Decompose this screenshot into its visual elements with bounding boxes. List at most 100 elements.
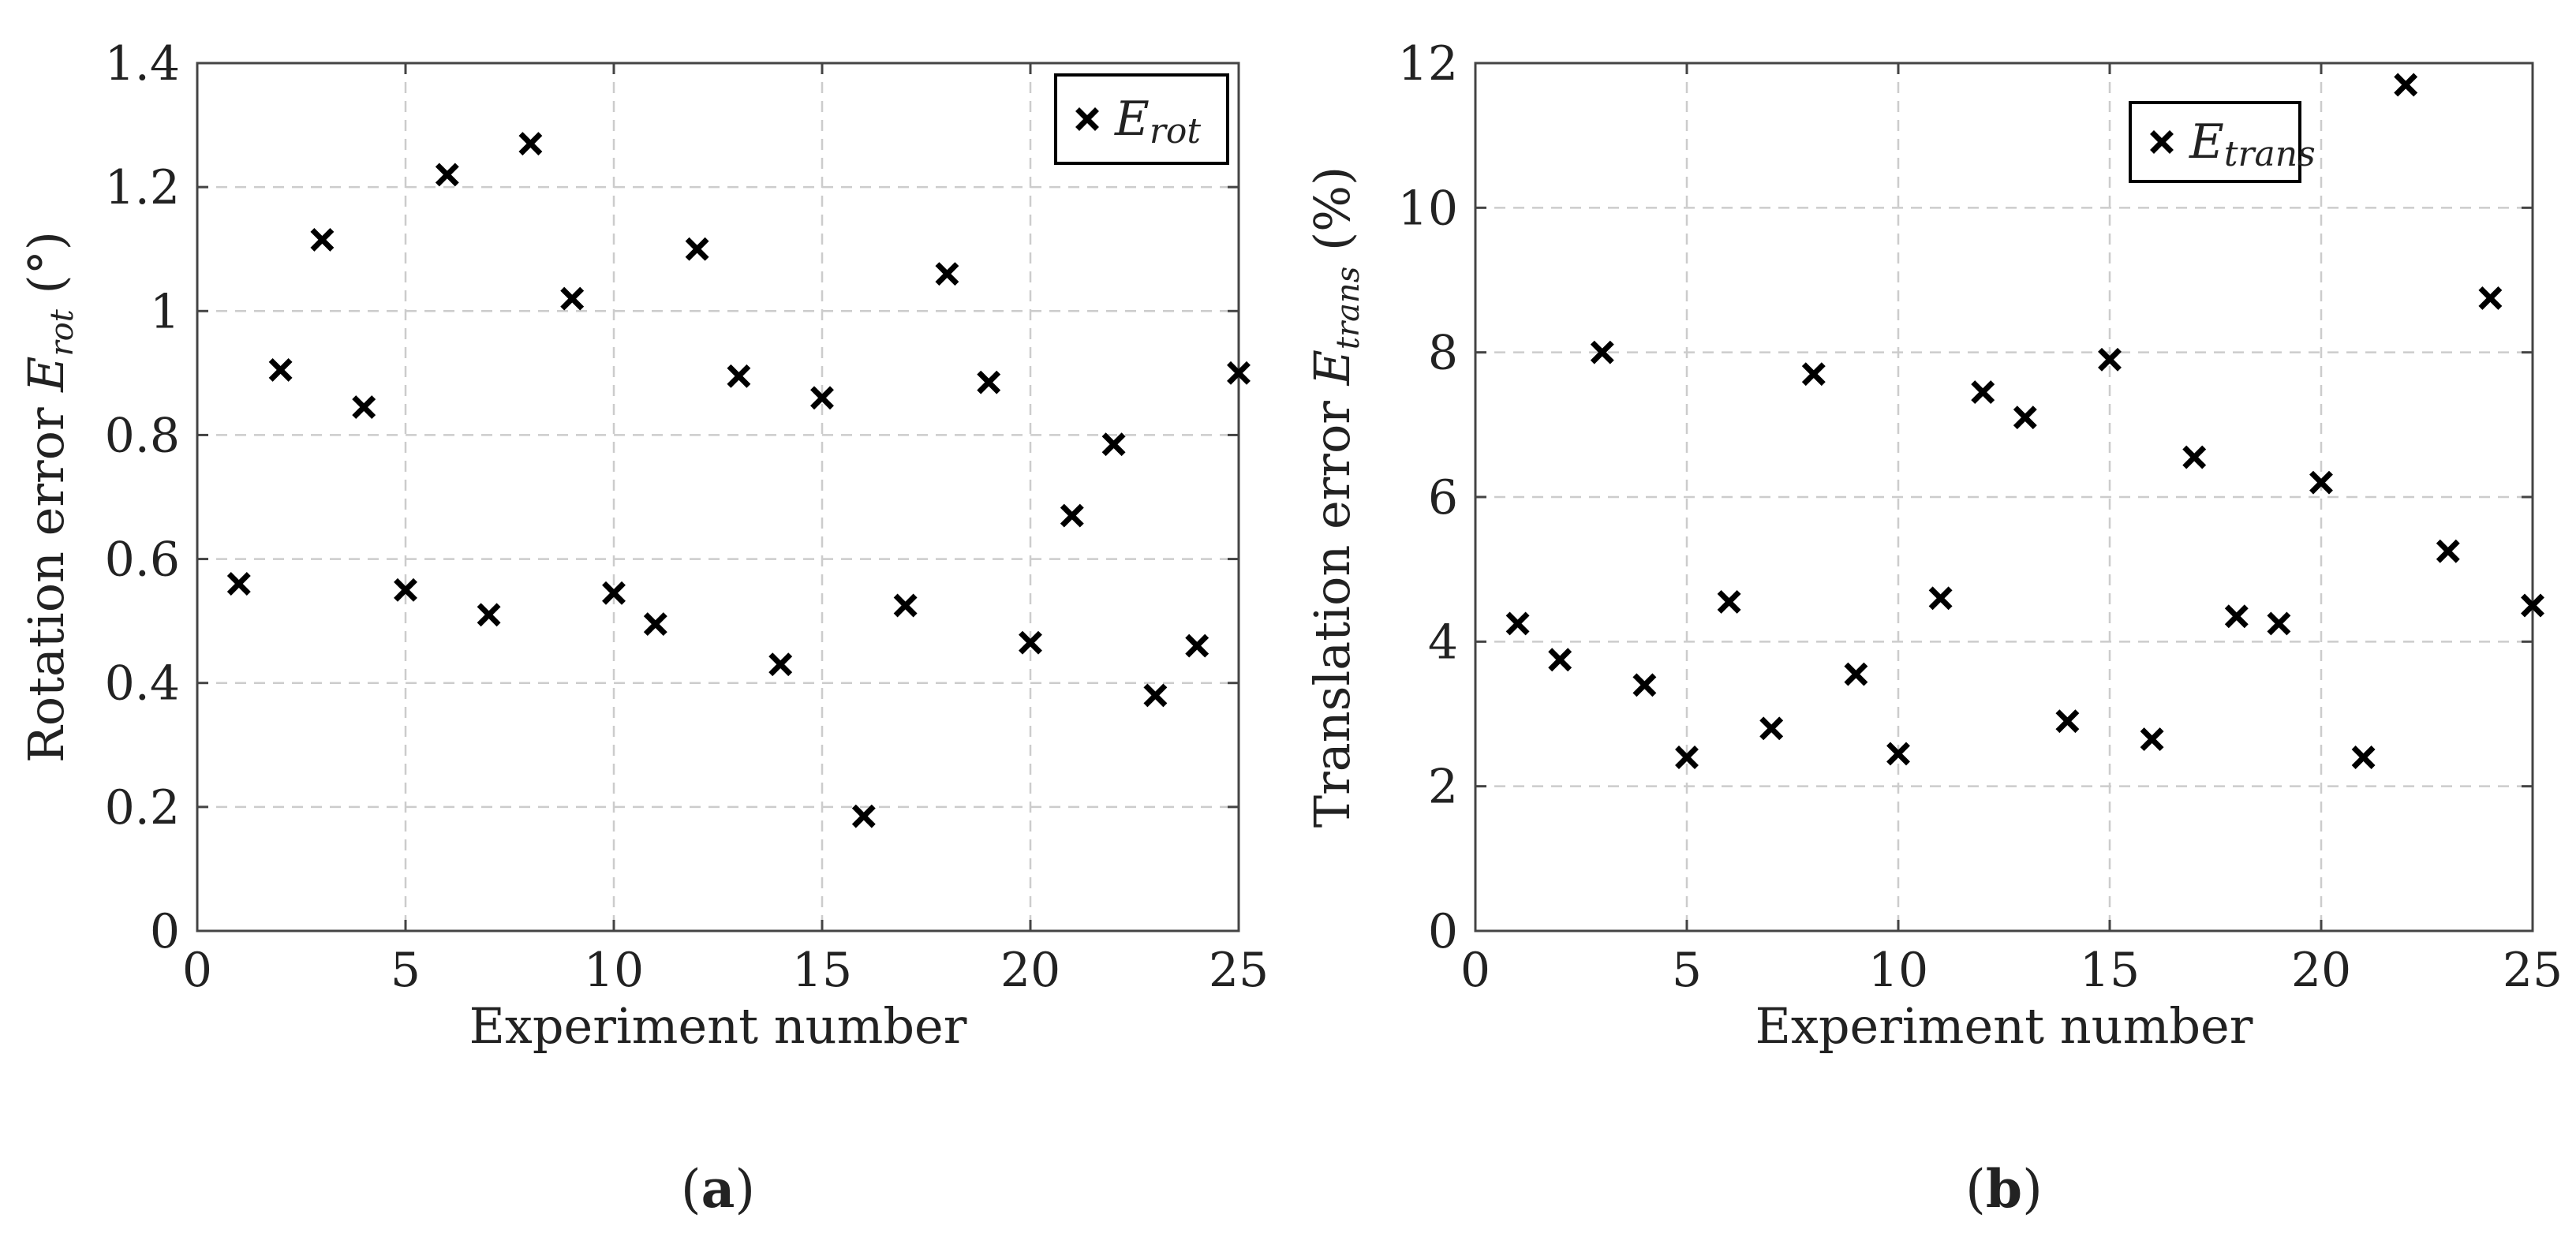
data-point [893,593,918,618]
x-tick-label: 5 [391,943,421,998]
y-tick-label: 1.2 [105,160,180,215]
y-axis-label: Translation error Etrans (%) [1303,166,1367,828]
y-tick-label: 0.6 [105,533,180,588]
data-point [1971,380,1995,405]
y-tick-label: 0.8 [105,408,180,463]
legend-label-subscript: trans [2224,134,2316,174]
data-point [1548,648,1572,672]
data-point [2521,593,2544,618]
data-point [2394,73,2418,97]
legend: Erot [1054,73,1229,165]
y-tick-label: 6 [1428,470,1458,525]
x-tick-label: 0 [1460,943,1490,998]
panel-a: 0 5 10 15 20 25 0 0.2 0.4 0.6 0.8 1 1.2 1.4 Experiment… [17,36,1269,1220]
data-point [685,237,709,261]
data-point [1019,630,1042,655]
data-point [602,581,626,605]
panel-label-open: ( [681,1159,701,1220]
y-axis-label-text: Translation error [1303,385,1361,828]
y-tick-label: 10 [1398,181,1458,236]
x-tick-label: 5 [1672,943,1702,998]
y-axis-label-text: Rotation error [17,392,75,763]
plot-frame [196,62,1240,932]
y-tick-label: 12 [1398,36,1458,92]
legend: Etrans [2129,101,2316,183]
data-point [1801,362,1826,387]
series-rot [226,132,1251,828]
data-point [477,603,501,627]
data-point [1101,432,1126,457]
data-point [935,262,959,286]
x-tick-label: 15 [2080,943,2140,998]
data-point [2224,604,2249,629]
data-point [2098,347,2122,372]
data-point [310,227,335,252]
data-point [1759,716,1784,741]
data-point [1717,589,1741,614]
data-point [435,163,459,187]
x-tick-label: 25 [2503,943,2563,998]
x-tick-label: 25 [1209,943,1269,998]
legend-marker-icon [2150,130,2174,154]
x-tick-label: 10 [1868,943,1928,998]
y-axis-label-unit: (%) [1303,166,1361,267]
data-point [977,370,1001,394]
data-point [1886,742,1910,766]
legend-label: Etrans [2189,114,2316,174]
panel-label-letter: b [1986,1158,2022,1220]
y-tick-label: 0.2 [105,780,180,835]
x-axis-label: Experiment number [1755,997,2253,1055]
panel-label-close: ) [735,1159,755,1220]
data-point [518,132,543,156]
data-point [2267,611,2291,636]
data-point [268,357,293,382]
x-axis-label: Experiment number [469,997,967,1055]
panel-label-open: ( [1965,1159,1986,1220]
data-point [226,572,251,596]
data-point [2182,445,2207,469]
data-point [1928,586,1953,611]
data-point [643,612,667,637]
x-tick-label: 20 [1000,943,1060,998]
data-point [2140,727,2164,752]
y-axis-label: Rotation error Erot (°) [17,231,80,763]
y-axis-label-subscript: rot [44,308,80,356]
panel-label-letter: a [701,1158,735,1220]
data-point [2478,286,2503,310]
data-point [1185,633,1209,658]
data-point [1590,340,1614,364]
legend-label-subscript: rot [1150,111,1202,151]
y-tick-label: 8 [1428,326,1458,381]
y-tick-label: 1 [150,284,180,339]
legend-label-symbol: E [1114,92,1150,147]
y-tick-label: 0 [1428,904,1458,959]
y-tick-label: 2 [1428,760,1458,815]
data-point [1844,662,1868,686]
x-tick-label: 20 [2291,943,2351,998]
data-point [394,577,417,602]
y-axis-label-symbol: E [17,356,75,392]
data-point [1675,746,1699,769]
data-point [352,395,376,420]
panel-label: (a) [681,1158,755,1220]
legend-marker-icon [1075,107,1099,131]
data-point [1227,361,1251,385]
panel-b: 0 5 10 15 20 25 0 2 4 6 8 10 12 Experiment number Tran… [1303,36,2563,1220]
data-point [2436,539,2460,563]
y-tick-label: 4 [1428,615,1458,670]
data-point [560,286,585,311]
x-tick-label: 0 [182,943,212,998]
data-point [1143,683,1168,708]
series-trans [1505,73,2544,769]
data-point [727,364,751,388]
data-point [810,386,834,410]
grid [1475,63,2533,931]
data-point [2013,405,2037,430]
data-point [1060,503,1084,528]
data-point [851,804,876,828]
x-tick-label: 15 [792,943,852,998]
y-axis-label-symbol: E [1303,349,1361,386]
panel-label: (b) [1965,1158,2043,1220]
legend-label: Erot [1114,92,1201,151]
